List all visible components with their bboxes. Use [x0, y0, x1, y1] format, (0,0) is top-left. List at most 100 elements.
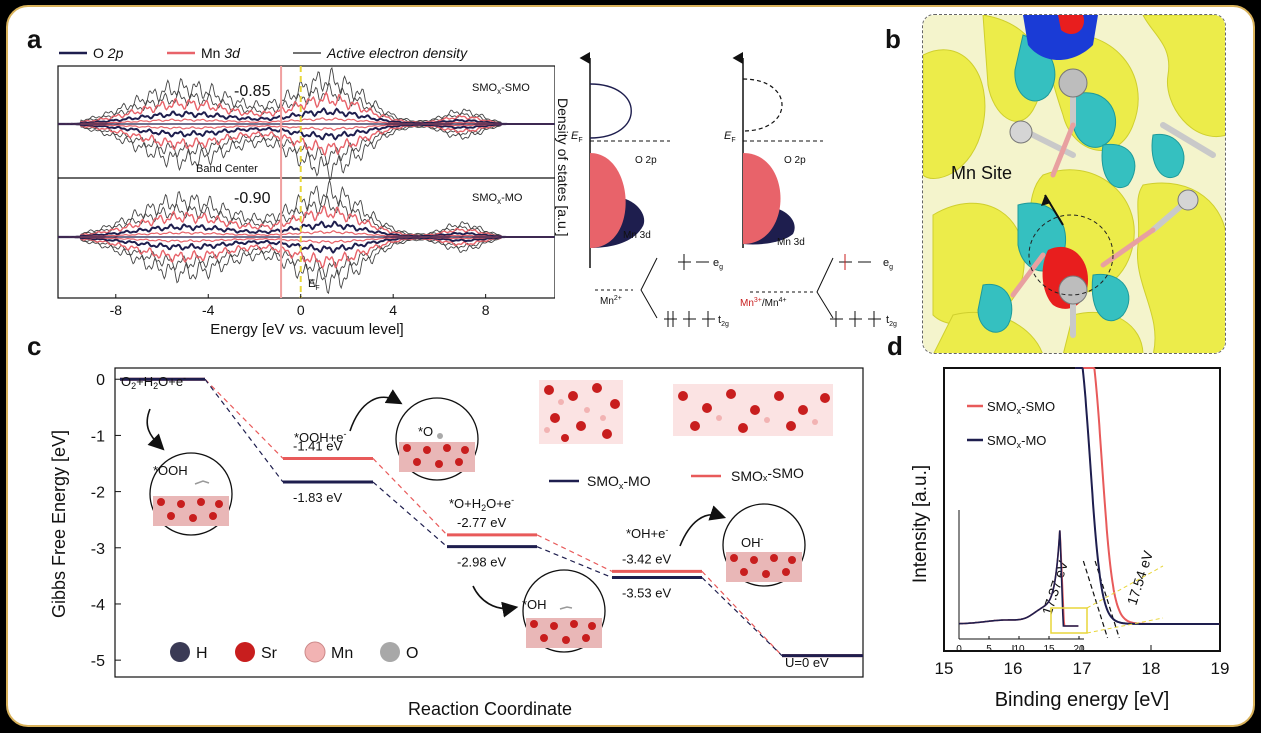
- arrow-to-o: [349, 389, 403, 432]
- dos-curve-smo-0-up: [57, 66, 554, 125]
- arrow-to-ooh: [146, 408, 165, 451]
- panel-d-ups: 15 16 17 18 19 Intensity [a.u.] Binding ener…: [899, 356, 1238, 723]
- panel-b-charge-density-image: Mn Site: [922, 14, 1226, 354]
- dos-legend: O 2p Mn 3d Active electron density: [59, 45, 468, 61]
- fe-level-label-1-3: -3.53 eV: [622, 586, 671, 601]
- end-label: U=0 eV: [785, 655, 829, 670]
- ups-cutoff-tangent-1: [1082, 560, 1109, 639]
- dos-curve-mo-2-dn: [58, 236, 554, 270]
- inset-x-tick-label-2: 10: [1013, 644, 1025, 655]
- ups-x-ticks: 15 16 17 18 19: [935, 645, 1230, 678]
- fe-y-axis-title: Gibbs Free Energy [eV]: [49, 430, 69, 618]
- panel-label-d: d: [887, 331, 903, 361]
- right-splitting-lines: [816, 257, 834, 319]
- svg-text:t2g: t2g: [886, 314, 897, 328]
- ups-curve-0: [1075, 367, 1220, 625]
- arrow-to-oh: [472, 585, 519, 618]
- arrow-to-ohminus: [679, 505, 727, 547]
- structure-legend: SMOx-MO SMO-SMOx-SMO: [549, 465, 804, 491]
- inset-zoom-connector-bottom: [1086, 617, 1164, 634]
- fe-y-tick-label-0: 0: [96, 372, 105, 389]
- left-o2p-label: O 2p: [635, 155, 657, 166]
- inset-x-tick-label-0: 0: [956, 644, 962, 655]
- dos-curve-mo-2-up: [58, 204, 554, 238]
- intermediate-o-label: *O: [418, 424, 433, 439]
- fe-axes-frame: [114, 367, 864, 678]
- fe-connector-1-1: [204, 378, 284, 483]
- fe-level-label-1-2: -2.98 eV: [457, 555, 506, 570]
- fe-connector-1-2: [372, 481, 448, 548]
- right-mn3d-label: Mn 3d: [777, 237, 805, 248]
- legend-mo-label: SMOx-MO: [587, 473, 651, 491]
- ups-inset: 0 5 10 15 20: [956, 510, 1164, 655]
- svg-text:eg: eg: [713, 257, 723, 271]
- panel-a-dos-plot: O 2p Mn 3d Active electron density -0.85…: [25, 36, 555, 339]
- fe-levels: -1.41 eV -2.77 eV -3.42 eV -1.83 eV -2.98 eV…: [120, 377, 863, 658]
- ups-curves: [1075, 367, 1220, 639]
- left-mn3d-label: Mn 3d: [623, 230, 651, 241]
- right-eg-level: eg: [839, 254, 893, 271]
- fe-y-tick-label-4: -4: [91, 597, 105, 614]
- panel-c-free-energy: 0 -1 -2 -3 -4 -5 Gibbs Free Energy [eV] React…: [25, 356, 898, 723]
- dos-schematic: Density of states [a.u.] EF O 2p Mn 3d M…: [555, 52, 897, 328]
- ups-y-axis-title: Intensity [a.u.]: [910, 465, 931, 583]
- ups-chart: 15 16 17 18 19 Intensity [a.u.] Binding ener…: [910, 367, 1230, 711]
- inset-curves: [959, 530, 1079, 627]
- atom-h-label: H: [196, 645, 208, 662]
- svg-text:t2g: t2g: [718, 314, 729, 328]
- atom-mn-label: Mn: [331, 645, 353, 662]
- band-center-value-top: -0.85: [234, 83, 271, 100]
- dos-x-tick-label-0: -8: [110, 302, 123, 318]
- atom-o-icon: [380, 642, 400, 662]
- intermediate-o: *O: [395, 397, 479, 481]
- panel-label-c: c: [27, 331, 42, 361]
- charge-density-render: Mn Site: [923, 15, 1225, 353]
- intermediate-ohminus: OH-: [722, 503, 806, 587]
- fe-y-ticks: 0 -1 -2 -3 -4 -5: [91, 372, 121, 670]
- dos-x-tick-label-4: 8: [482, 302, 490, 318]
- fe-connector-1-4: [701, 577, 783, 657]
- panel-label-a: a: [27, 24, 42, 54]
- atom-legend: H Sr Mn O: [170, 641, 418, 663]
- legend-o2p-label: O 2p: [93, 45, 124, 61]
- panel-label-b: b: [885, 24, 901, 54]
- dos-curve-mo-0-up: [58, 178, 554, 238]
- inset-x-ticks: 0 5 10 15 20: [956, 636, 1085, 655]
- right-ion-label: Mn3+/Mn4+: [740, 297, 787, 309]
- dos-curve-mo-4-up: [58, 230, 554, 238]
- fe-level-label-0-1: -1.41 eV: [293, 438, 342, 453]
- step-label-0: O2+H2O+e-: [121, 373, 186, 391]
- inset-zoom-box: [1050, 607, 1088, 634]
- dos-x-tick-label-2: 0: [297, 302, 305, 318]
- fe-level-label-1-1: -1.83 eV: [293, 490, 342, 505]
- step-label-2: *O+H2O+e-: [449, 495, 514, 513]
- dos-markers: [280, 66, 302, 298]
- ups-x-tick-label-1: 16: [1004, 659, 1023, 678]
- legend-active-label: Active electron density: [326, 45, 468, 61]
- ups-legend-mo-label: SMOx-MO: [987, 433, 1046, 450]
- dos-curve-smo-2-dn: [58, 123, 554, 157]
- legend-smo-label: SMO-SMOx-SMO: [731, 465, 804, 484]
- right-ef-label: EF: [724, 130, 736, 144]
- fe-connector-0-4: [701, 570, 783, 657]
- dos-curves: [57, 66, 555, 295]
- intermediate-oh-label: *OH: [522, 597, 547, 612]
- panel-a-dos-schematic: Density of states [a.u.] EF O 2p Mn 3d M…: [555, 36, 910, 339]
- fe-y-tick-label-1: -1: [91, 428, 105, 445]
- atoms: [1009, 68, 1199, 305]
- atom-o-label: O: [406, 645, 418, 662]
- right-o2p-empty-band: [742, 78, 783, 132]
- step-label-3: *OH+e-: [626, 525, 668, 541]
- dos-x-axis-title: Energy [eV vs. vacuum level]: [210, 321, 403, 338]
- fe-connector-0-3: [536, 534, 613, 572]
- left-ion-label: Mn2+: [600, 295, 622, 307]
- fermi-level-label: EF: [308, 278, 320, 292]
- dos-curve-mo-3-dn: [58, 236, 554, 254]
- left-eg-level: eg: [678, 254, 723, 271]
- cyan-isosurfaces: [977, 34, 1185, 333]
- cutoff-label-smo: 17.54 eV: [1124, 548, 1157, 607]
- fe-connector-0-1: [204, 378, 284, 459]
- ups-x-tick-label-4: 19: [1211, 659, 1230, 678]
- ups-x-axis-title: Binding energy [eV]: [995, 689, 1170, 711]
